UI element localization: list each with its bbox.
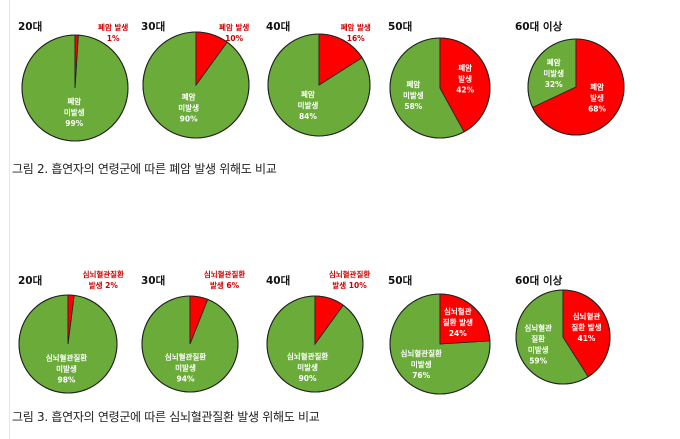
pie-3: 40대 심뇌혈관질환 발생 10% 심뇌혈관질환 미발생 90% [266, 269, 370, 393]
age-label: 60대 이상 [515, 274, 563, 287]
pie-3: 40대 폐암 발생 16% 폐암 미발생 84% [266, 20, 371, 137]
pie-outline [389, 293, 491, 395]
pie-outline [515, 289, 611, 385]
age-label: 20대 [18, 20, 42, 33]
age-label: 50대 [388, 20, 412, 33]
occurrence-label: 심뇌혈관질환 발생 2% [83, 269, 124, 290]
non-occurrence-label: 폐암 미발생 90% [178, 92, 199, 124]
non-occurrence-label: 심뇌혈관질환 미발생 94% [165, 352, 206, 384]
occurrence-label: 폐암 발생 1% [98, 22, 128, 43]
occurrence-label: 폐암 발생 42% [456, 63, 474, 95]
non-occurrence-label: 폐암 미발생 84% [298, 89, 319, 121]
pie-outline [267, 33, 371, 137]
age-label: 50대 [388, 274, 412, 287]
occurrence-label: 폐암 발생 16% [341, 22, 371, 43]
age-label: 40대 [266, 274, 290, 287]
pie-2: 30대 폐암 발생 10% 폐암 미발생 90% [141, 20, 250, 139]
non-occurrence-label: 심뇌혈관질환 미발생 98% [46, 352, 87, 384]
pie-outline [266, 295, 364, 393]
pie-1: 20대 심뇌혈관질환 발생 2% 심뇌혈관질환 미발생 98% [18, 269, 124, 394]
figure-cardio-disease: 20대 심뇌혈관질환 발생 2% 심뇌혈관질환 미발생 98% 30대 심뇌혈관질환 발생 6%… [0, 262, 680, 439]
non-occurrence-label: 심뇌혈관 질환 미발생 59% [524, 323, 552, 366]
pie-outline [142, 31, 250, 139]
figure-caption: 그림 2. 흡연자의 연령군에 따른 폐암 발생 위해도 비교 [12, 162, 277, 176]
non-occurrence-label: 폐암 미발생 58% [403, 79, 424, 111]
pie-outline [389, 37, 491, 139]
occurrence-label: 심뇌혈관 질환 발생 41% [571, 311, 601, 343]
pie-outline [141, 295, 239, 393]
occurrence-label: 폐암 발생 68% [588, 81, 606, 113]
age-label: 60대 이상 [515, 20, 563, 33]
figure-lung-cancer: 20대 폐암 발생 1% 폐암 미발생 99% 30대 폐암 발생 10% 폐암 미발생 90% 40대… [0, 0, 680, 185]
content-left-border [9, 0, 10, 439]
age-label: 40대 [266, 20, 290, 33]
occurrence-label: 심뇌혈관질환 발생 10% [329, 269, 370, 290]
occurrence-label: 심뇌혈관 질환 발생 24% [443, 306, 473, 338]
pie-outline [21, 34, 129, 142]
non-occurrence-label: 폐암 미발생 99% [64, 96, 85, 128]
pie-1: 20대 폐암 발생 1% 폐암 미발생 99% [18, 20, 129, 142]
non-occurrence-label: 심뇌혈관질환 미발생 76% [400, 348, 441, 380]
occurrence-label: 심뇌혈관질환 발생 6% [204, 269, 245, 290]
age-label: 30대 [141, 274, 165, 287]
lung-cancer-pie-charts: 20대 폐암 발생 1% 폐암 미발생 99% 30대 폐암 발생 10% 폐암 미발생 90% 40대… [18, 20, 625, 142]
figure-caption: 그림 3. 흡연자의 연령군에 따른 심뇌혈관질환 발생 위해도 비교 [12, 410, 320, 424]
pie-outline [527, 38, 625, 136]
age-label: 30대 [141, 20, 165, 33]
occurrence-label: 폐암 발생 10% [219, 22, 249, 43]
pie-2: 30대 심뇌혈관질환 발생 6% 심뇌혈관질환 미발생 94% [141, 269, 245, 393]
pie-outline [18, 294, 118, 394]
non-occurrence-label: 폐암 미발생 32% [543, 57, 564, 89]
non-occurrence-label: 심뇌혈관질환 미발생 90% [287, 351, 328, 383]
age-label: 20대 [18, 274, 42, 287]
cardio-disease-pie-charts: 20대 심뇌혈관질환 발생 2% 심뇌혈관질환 미발생 98% 30대 심뇌혈관질환 발생 6%… [18, 269, 611, 395]
